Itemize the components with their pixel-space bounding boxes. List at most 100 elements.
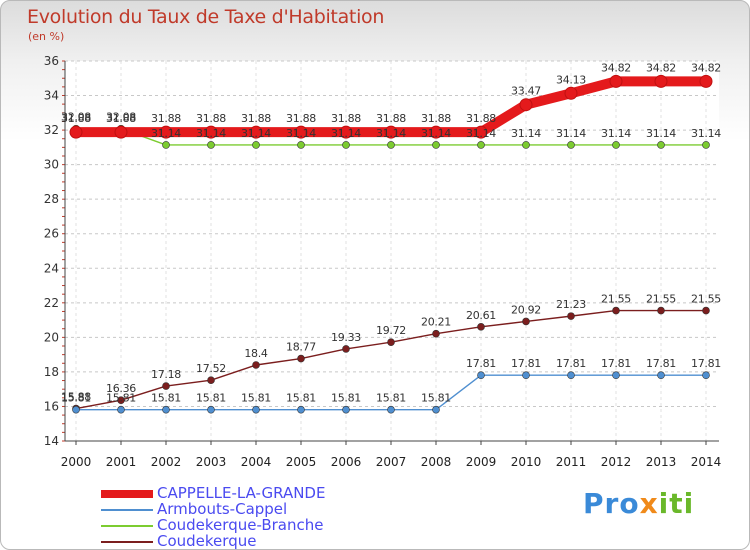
series-coudekerque-branche-data-label: 31.14 — [691, 127, 721, 140]
x-tick-label: 2001 — [106, 455, 137, 469]
series-cappelle-point — [519, 98, 533, 112]
legend-label-cappelle: CAPPELLE-LA-GRANDE — [157, 484, 326, 502]
series-coudekerque-branche-data-label: 31.14 — [511, 127, 541, 140]
series-cappelle-point — [699, 74, 713, 88]
series-coudekerque-branche-point — [387, 141, 395, 149]
series-coudekerque-data-label: 20.92 — [511, 303, 541, 316]
series-cappelle-data-label: 34.82 — [691, 61, 721, 74]
series-coudekerque-branche-data-label: 31.14 — [241, 127, 271, 140]
series-cappelle-data-label: 31.88 — [286, 112, 316, 125]
series-cappelle-point — [609, 74, 623, 88]
y-tick-label: 36 — [44, 54, 59, 68]
y-tick-label: 24 — [44, 261, 59, 275]
series-coudekerque-branche-point — [252, 141, 260, 149]
series-coudekerque-branche-data-label: 31.14 — [601, 127, 631, 140]
chart-unit-label: (en %) — [28, 30, 65, 43]
x-tick-label: 2003 — [196, 455, 227, 469]
y-tick-label: 26 — [44, 227, 59, 241]
series-coudekerque-point — [252, 361, 260, 369]
series-coudekerque-branche-data-label: 31.14 — [646, 127, 676, 140]
series-coudekerque-branche-data-label: 31.14 — [286, 127, 316, 140]
legend-swatch-cappelle — [101, 490, 153, 498]
legend-swatch-armbouts — [101, 509, 153, 511]
series-coudekerque-branche-point — [342, 141, 350, 149]
series-armbouts-data-label: 15.81 — [286, 392, 316, 405]
series-armbouts-data-label: 15.81 — [196, 392, 226, 405]
series-coudekerque-branche-point — [477, 141, 485, 149]
series-armbouts-point — [297, 405, 305, 414]
x-tick-label: 2005 — [286, 455, 317, 469]
series-cappelle-data-label: 31.88 — [376, 112, 406, 125]
series-cappelle-point — [159, 125, 173, 139]
series-coudekerque-data-label: 21.55 — [601, 293, 631, 306]
series-coudekerque-branche-data-label: 31.14 — [466, 127, 496, 140]
series-coudekerque-point — [297, 354, 305, 363]
series-armbouts-data-label: 17.81 — [601, 357, 631, 370]
legend-swatch-coudekerque-branche — [101, 525, 153, 527]
series-armbouts-point — [432, 405, 440, 414]
x-tick-label: 2013 — [646, 455, 677, 469]
series-cappelle-data-label: 31.88 — [151, 112, 181, 125]
series-coudekerque-branche-point — [162, 141, 170, 149]
series-coudekerque-point — [612, 306, 620, 315]
series-coudekerque-branche-data-label: 31.14 — [556, 127, 586, 140]
series-armbouts-point — [567, 371, 575, 379]
series-coudekerque-point — [702, 306, 710, 315]
x-tick-label: 2002 — [151, 455, 182, 469]
series-cappelle-point — [249, 125, 263, 139]
series-coudekerque-branche-data-label: 32.08 — [106, 111, 136, 124]
x-tick-label: 2014 — [691, 455, 722, 469]
x-tick-label: 2007 — [376, 455, 407, 469]
series-armbouts-data-label: 17.81 — [646, 357, 676, 370]
series-armbouts-data-label: 15.81 — [61, 392, 91, 405]
series-coudekerque-point — [387, 338, 395, 347]
series-coudekerque-branche-point — [432, 141, 440, 149]
y-tick-label: 14 — [44, 434, 59, 448]
series-armbouts-point — [657, 371, 665, 379]
series-coudekerque-data-label: 21.55 — [691, 293, 721, 306]
x-tick-label: 2004 — [241, 455, 272, 469]
series-armbouts-point — [252, 405, 260, 414]
series-cappelle-point — [69, 125, 83, 139]
series-coudekerque-branche-data-label: 31.14 — [331, 127, 361, 140]
series-armbouts-point — [387, 405, 395, 414]
series-cappelle-point — [429, 125, 443, 139]
series-coudekerque-data-label: 20.61 — [466, 309, 496, 322]
series-cappelle-data-label: 31.88 — [331, 112, 361, 125]
y-tick-label: 34 — [44, 89, 59, 103]
series-armbouts-data-label: 15.81 — [241, 392, 271, 405]
series-armbouts-data-label: 17.81 — [466, 357, 496, 370]
series-cappelle-data-label: 31.88 — [61, 112, 91, 125]
y-tick-label: 28 — [44, 192, 59, 206]
series-armbouts-data-label: 17.81 — [511, 357, 541, 370]
series-armbouts-point — [72, 405, 80, 414]
series-cappelle-point — [564, 86, 578, 100]
series-armbouts-data-label: 17.81 — [691, 357, 721, 370]
series-cappelle-data-label: 34.13 — [556, 73, 586, 86]
series-coudekerque-data-label: 21.55 — [646, 293, 676, 306]
series-cappelle-point — [654, 74, 668, 88]
legend-label-coudekerque: Coudekerque — [157, 532, 257, 550]
series-coudekerque-branche-data-label: 31.14 — [376, 127, 406, 140]
series-cappelle-data-label: 34.82 — [601, 61, 631, 74]
series-cappelle-point — [384, 125, 398, 139]
series-coudekerque-point — [207, 376, 215, 385]
series-cappelle-data-label: 31.88 — [421, 112, 451, 125]
series-cappelle-data-label: 31.88 — [106, 112, 136, 125]
series-armbouts-data-label: 15.81 — [151, 392, 181, 405]
series-cappelle-data-label: 31.88 — [241, 112, 271, 125]
series-coudekerque-point — [432, 329, 440, 338]
proxiti-logo: Proxiti — [583, 487, 695, 520]
series-coudekerque-point — [162, 382, 170, 390]
series-armbouts-point — [162, 405, 170, 414]
series-cappelle-point — [474, 125, 488, 139]
series-coudekerque-point — [117, 396, 125, 405]
chart-title: Evolution du Taux de Taxe d'Habitation — [27, 6, 385, 28]
series-coudekerque-data-label: 19.72 — [376, 324, 406, 337]
series-coudekerque-branche-point — [612, 141, 620, 149]
series-coudekerque-data-label: 15.88 — [61, 391, 91, 404]
series-coudekerque-branche-data-label: 31.14 — [151, 127, 181, 140]
series-armbouts-point — [522, 371, 530, 379]
series-armbouts-point — [117, 405, 125, 414]
